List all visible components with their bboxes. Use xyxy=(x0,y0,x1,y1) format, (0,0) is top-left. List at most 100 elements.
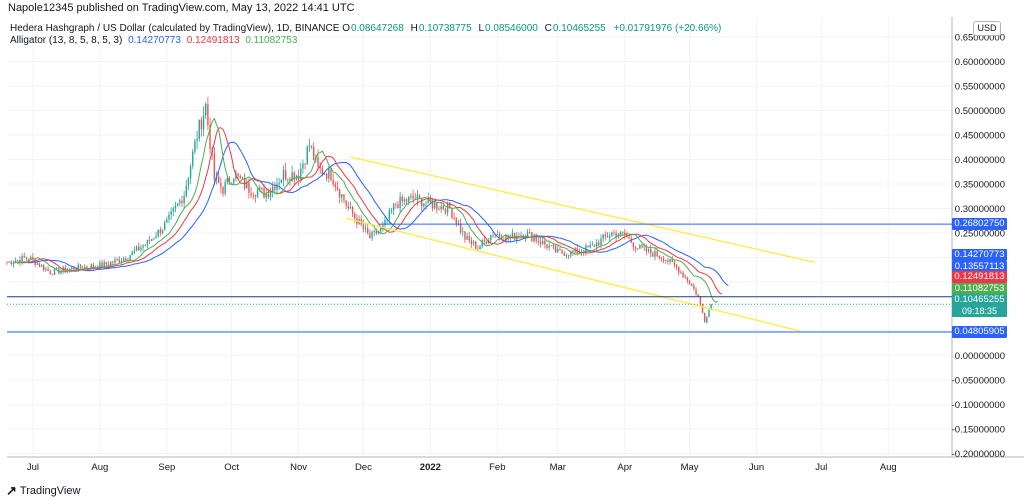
candle-52 xyxy=(118,256,121,264)
candle-body xyxy=(442,206,445,209)
candle-112 xyxy=(248,178,250,199)
candle-body xyxy=(319,166,321,169)
candle-325 xyxy=(708,309,710,318)
candle-body xyxy=(287,178,289,180)
candle-185 xyxy=(405,197,408,205)
candle-body xyxy=(170,211,172,215)
candle-body xyxy=(131,251,133,256)
candle-body xyxy=(479,246,481,249)
candle-179 xyxy=(392,202,395,216)
candle-297 xyxy=(647,248,650,254)
candle-64 xyxy=(144,244,146,247)
candle-body xyxy=(660,257,663,259)
candle-196 xyxy=(429,195,432,204)
candle-body xyxy=(688,280,691,284)
support-low-tag: 0.04805905 xyxy=(952,325,1007,338)
candle-body xyxy=(511,233,514,237)
candle-body xyxy=(60,270,62,274)
candle-114 xyxy=(252,192,254,200)
candle-body xyxy=(140,247,142,251)
candle-body xyxy=(213,153,216,180)
candle-272 xyxy=(593,244,596,248)
candle-242 xyxy=(529,228,531,234)
jaw-line xyxy=(24,141,729,287)
candle-body xyxy=(611,232,613,237)
candle-body xyxy=(343,194,345,201)
candle-body xyxy=(665,260,667,262)
candle-271 xyxy=(591,241,594,246)
candle-89 xyxy=(198,119,200,142)
candle-body xyxy=(641,245,643,248)
close-value: 0.10465255 xyxy=(552,23,606,34)
candle-body xyxy=(144,244,146,246)
candle-170 xyxy=(373,229,375,237)
candle-body xyxy=(325,173,328,179)
candle-body xyxy=(535,237,537,242)
candle-body xyxy=(351,206,354,215)
candle-body xyxy=(71,267,73,269)
y-tick-7: 0.30000000 xyxy=(955,204,1005,215)
candle-281 xyxy=(613,229,615,236)
candle-214 xyxy=(468,231,470,244)
candle-body xyxy=(112,261,114,263)
candle-body xyxy=(151,238,153,242)
candle-body xyxy=(25,257,28,259)
candle-body xyxy=(259,187,261,191)
candle-160 xyxy=(351,205,354,217)
candle-53 xyxy=(120,258,123,265)
candle-body xyxy=(226,177,229,183)
high-value: 0.10738775 xyxy=(418,23,472,34)
candle-body xyxy=(217,176,220,183)
candle-207 xyxy=(453,212,455,221)
candle-body xyxy=(8,261,10,263)
candle-body xyxy=(624,232,626,236)
candle-45 xyxy=(103,259,105,270)
currency-button[interactable]: USD xyxy=(973,21,1001,36)
candle-59 xyxy=(133,246,136,255)
candle-222 xyxy=(485,240,488,245)
x-tick-8: Mar xyxy=(550,462,566,473)
candle-body xyxy=(559,249,561,251)
y-tick-3: 0.50000000 xyxy=(955,106,1005,117)
tradingview-logo-icon: ↗ xyxy=(6,483,17,498)
candle-body xyxy=(101,262,103,267)
candle-252 xyxy=(550,244,553,247)
x-tick-6: 2022 xyxy=(420,462,441,473)
candle-150 xyxy=(330,168,332,182)
candle-body xyxy=(678,267,680,273)
candle-61 xyxy=(138,242,140,252)
candle-body xyxy=(604,234,607,237)
candle-165 xyxy=(362,219,365,233)
candle-body xyxy=(127,259,129,261)
candle-135 xyxy=(297,169,300,186)
teeth-tag: 0.12491813 xyxy=(952,271,1007,283)
candle-149 xyxy=(328,166,330,183)
candle-body xyxy=(347,205,349,209)
candle-body xyxy=(462,231,464,233)
candle-16 xyxy=(40,263,43,267)
candle-218 xyxy=(477,245,479,250)
candle-body xyxy=(529,232,531,233)
candle-227 xyxy=(496,229,499,236)
alligator-title: Alligator (13, 8, 5, 8, 5, 3) xyxy=(10,35,123,46)
low-value: 0.08546000 xyxy=(485,23,538,34)
candle-187 xyxy=(410,193,412,200)
candle-body xyxy=(649,248,652,254)
x-tick-9: Apr xyxy=(617,462,632,473)
candle-body xyxy=(241,177,244,179)
candle-246 xyxy=(537,236,540,246)
ma-tag: 0.13557113 xyxy=(952,261,1007,273)
candle-body xyxy=(107,264,110,266)
candle-body xyxy=(304,163,306,165)
candle-body xyxy=(291,172,293,182)
candle-body xyxy=(135,246,138,251)
candle-body xyxy=(680,272,682,274)
candle-body xyxy=(246,182,248,189)
candle-body xyxy=(691,283,693,286)
candle-body xyxy=(77,264,79,271)
candle-body xyxy=(388,210,391,220)
candle-body xyxy=(455,218,457,225)
candle-body xyxy=(706,317,708,323)
candle-body xyxy=(634,247,637,249)
